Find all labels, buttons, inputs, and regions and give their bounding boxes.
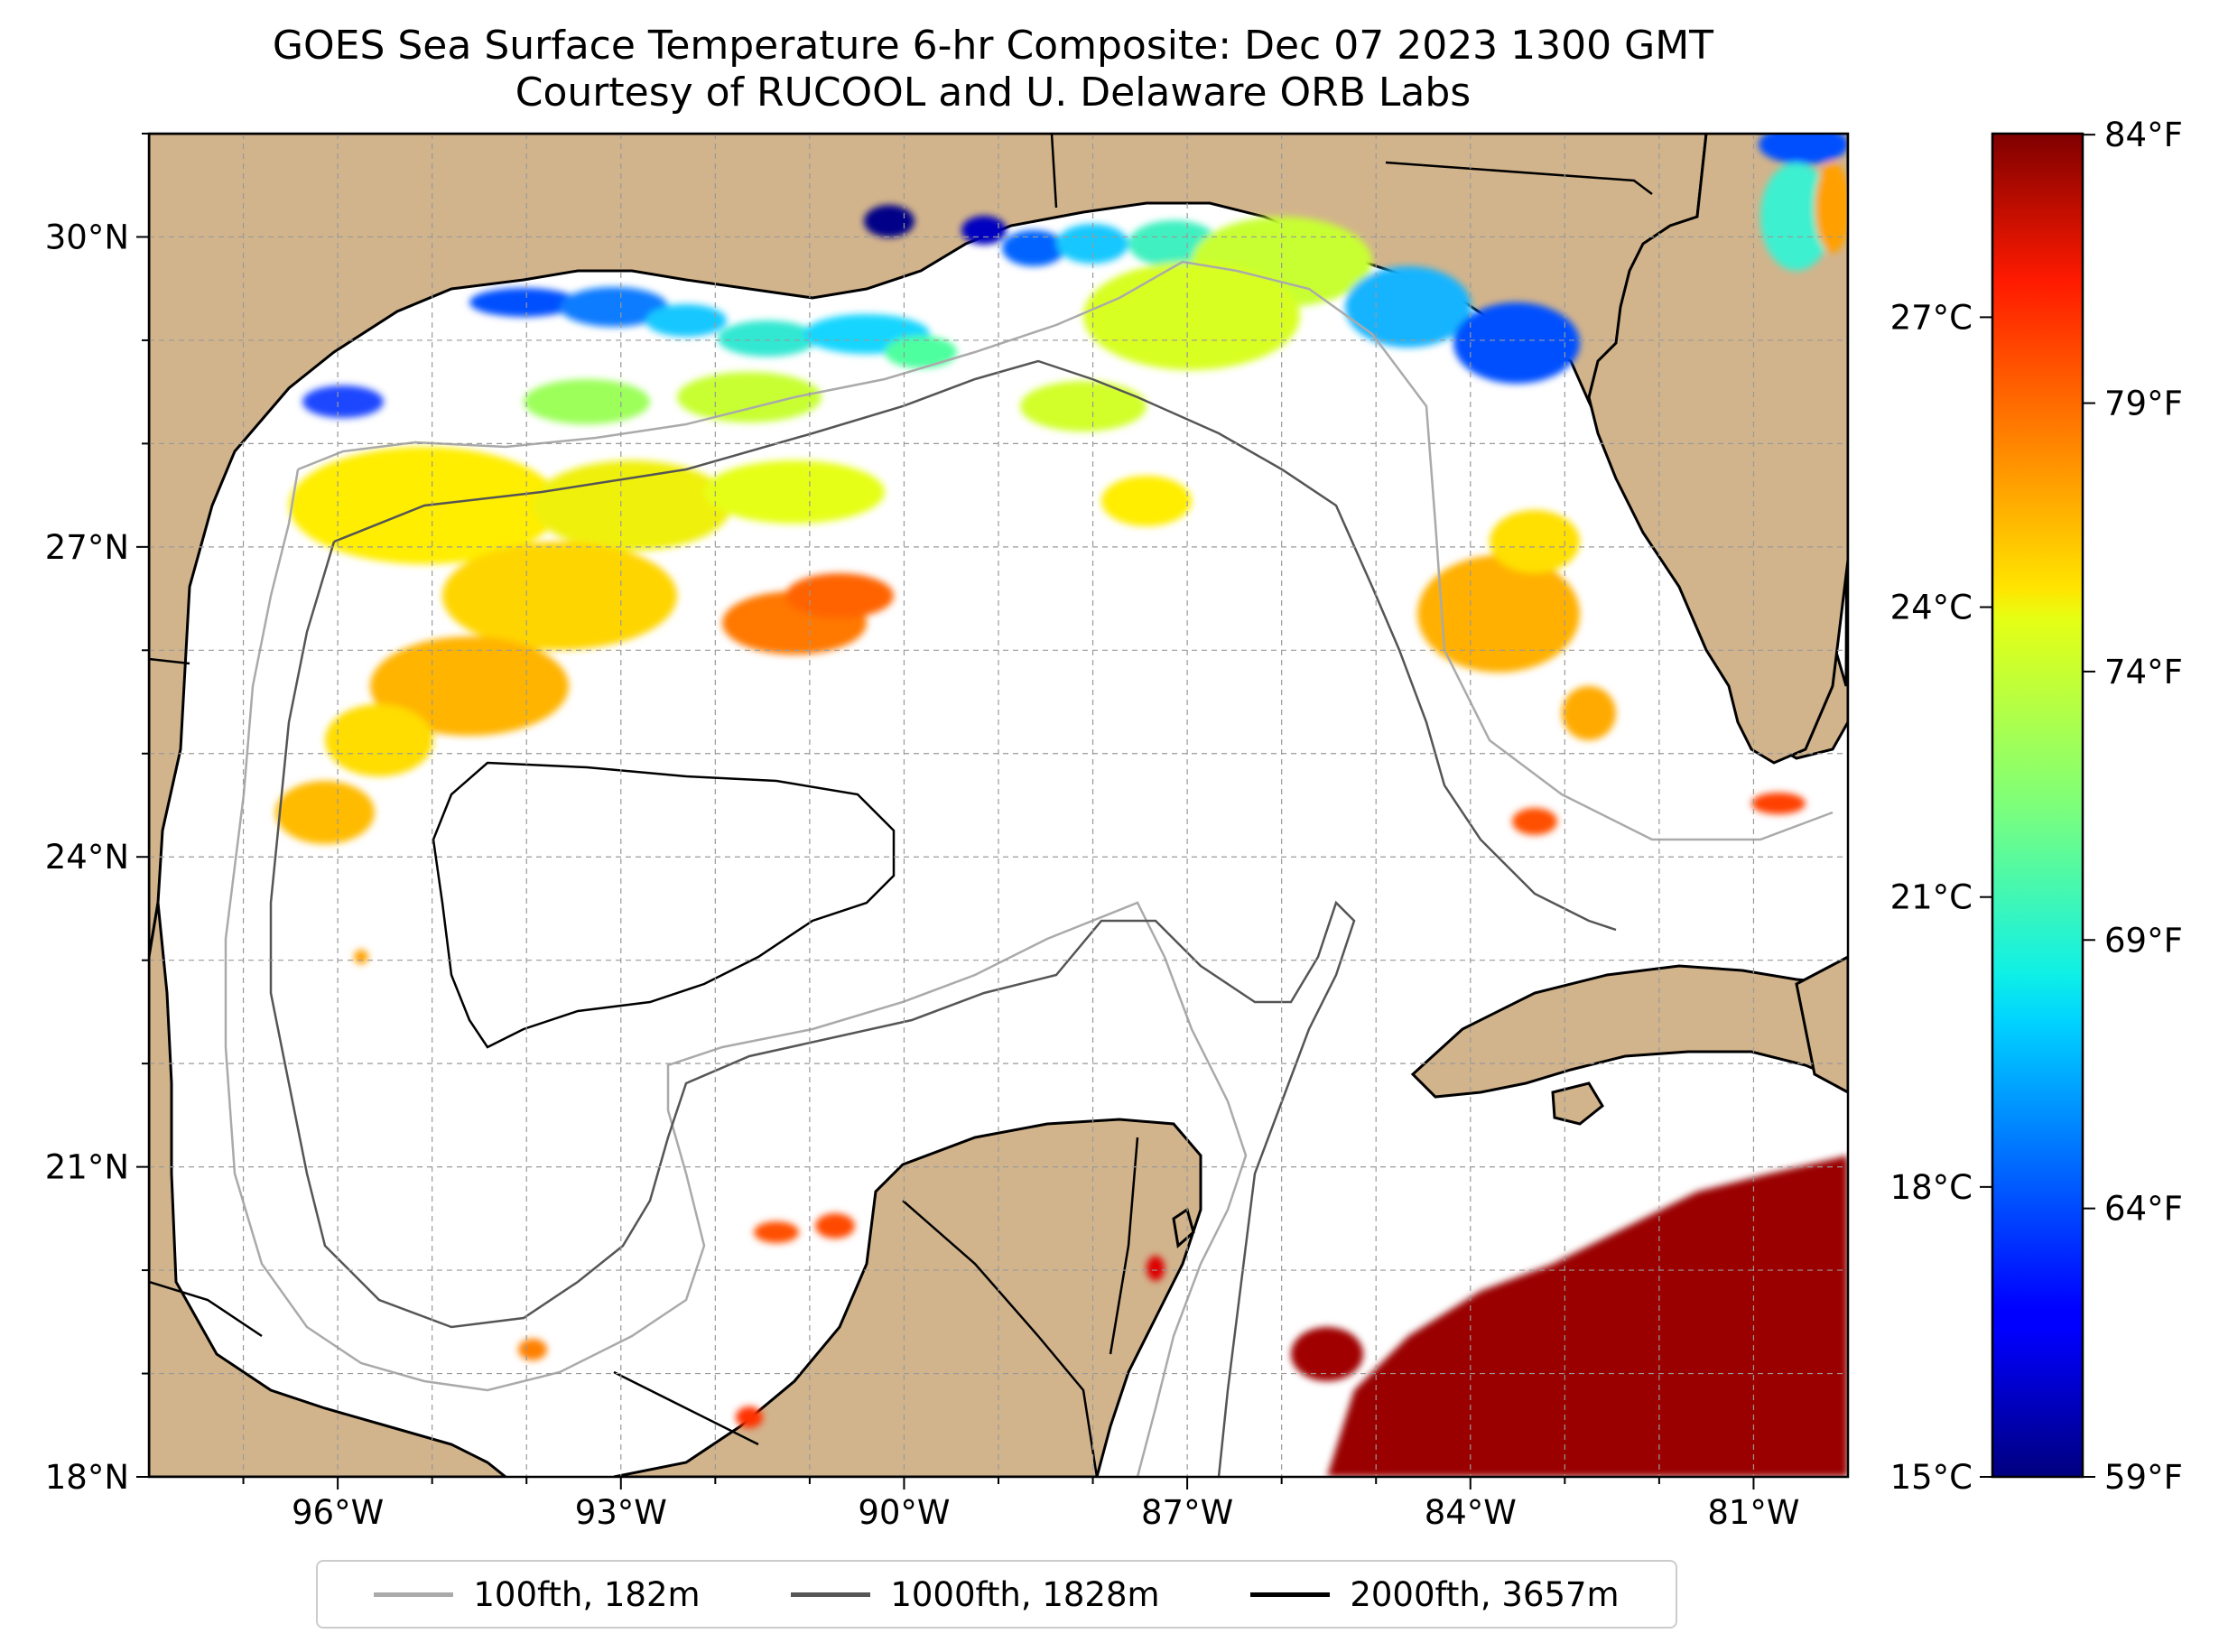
sst-patch: [704, 460, 885, 524]
legend-item-1000fth: 1000fth, 1828m: [791, 1574, 1160, 1614]
sst-patch: [469, 288, 578, 317]
colorbar: 15°C 18°C 21°C 24°C 27°C 59°F 64°F 69°F 74°F 79°…: [1890, 116, 2183, 1497]
lat-tick-label: 21°N: [45, 1148, 129, 1187]
sst-patch: [885, 336, 957, 368]
isobath-100fth: [224, 260, 1834, 1477]
sst-patch: [754, 1221, 799, 1243]
colorbar-celsius-label: 21°C: [1890, 878, 1973, 917]
lat-tick-label: 30°N: [45, 218, 129, 256]
sst-patches: [275, 134, 1848, 1477]
sst-patch: [302, 385, 384, 418]
isobath-legend: 100fth, 182m 1000fth, 1828m 2000fth, 365…: [316, 1560, 1677, 1629]
sst-patch: [533, 460, 731, 551]
isobath-1000fth: [269, 359, 1617, 1477]
sst-patch: [1490, 510, 1580, 573]
sst-patch: [1562, 686, 1616, 740]
sst-patch: [518, 1339, 547, 1360]
lon-tick-label: 93°W: [575, 1493, 667, 1532]
sst-patch: [524, 379, 650, 424]
sst-patch: [1327, 1155, 1848, 1477]
sst-patch: [961, 216, 1007, 245]
political-borders: [149, 134, 1653, 1477]
map-panel: 96°W 93°W 90°W 87°W 84°W 81°W 18°N 21°N 24°N 27°…: [45, 132, 1850, 1532]
legend-swatch: [791, 1592, 871, 1597]
lon-tick-label: 96°W: [292, 1493, 384, 1532]
sst-patch: [1512, 808, 1557, 835]
isobath-2000fth: [432, 761, 896, 1049]
sst-patch: [1002, 230, 1065, 266]
sst-patch: [325, 704, 433, 776]
sst-patch: [736, 1406, 763, 1428]
sst-patch: [1760, 162, 1833, 271]
sst-patch: [1020, 381, 1147, 432]
legend-item-2000fth: 2000fth, 3657m: [1250, 1574, 1620, 1614]
sst-patch: [1759, 134, 1848, 164]
land-mexico: [149, 902, 508, 1477]
lat-tick-label: 18°N: [45, 1458, 129, 1497]
lon-tick-label: 81°W: [1707, 1493, 1799, 1532]
sst-patch: [354, 950, 368, 964]
sst-patch: [370, 636, 569, 736]
sst-patch: [815, 1213, 855, 1239]
map-subtitle: Courtesy of RUCOOL and U. Delaware ORB L…: [515, 70, 1472, 116]
sst-patch: [1417, 555, 1580, 673]
sst-patch: [1751, 793, 1806, 814]
colorbar-gradient: [1991, 132, 2084, 1479]
gridlines: [149, 134, 1848, 1477]
sst-patch: [442, 542, 677, 650]
land-cozumel: [1172, 1207, 1195, 1248]
latitude-ticks: 18°N 21°N 24°N 27°N 30°N: [45, 133, 149, 1497]
lon-tick-label: 87°W: [1141, 1493, 1233, 1532]
colorbar-celsius-label: 15°C: [1890, 1458, 1973, 1497]
colorbar-celsius-label: 18°C: [1890, 1168, 1973, 1207]
sst-patch: [1815, 162, 1848, 253]
legend-label: 100fth, 182m: [473, 1574, 701, 1614]
colorbar-fahrenheit-label: 59°F: [2104, 1458, 2183, 1497]
sst-patch: [275, 781, 375, 844]
colorbar-celsius-label: 27°C: [1890, 298, 1973, 337]
land-isla-juventud: [1551, 1081, 1604, 1126]
sst-patch: [718, 320, 817, 357]
lat-tick-label: 24°N: [45, 838, 129, 877]
lon-tick-label: 90°W: [858, 1493, 950, 1532]
legend-swatch: [1250, 1592, 1331, 1597]
longitude-ticks: 96°W 93°W 90°W 87°W 84°W 81°W: [242, 1477, 1800, 1532]
sst-patch: [560, 287, 668, 327]
land-central-america: [1795, 955, 1848, 1094]
map-title: GOES Sea Surface Temperature 6-hr Compos…: [272, 23, 1714, 69]
sst-patch: [1291, 1327, 1363, 1381]
sst-patch: [1453, 302, 1580, 384]
legend-label: 2000fth, 3657m: [1350, 1574, 1620, 1614]
legend-item-100fth: 100fth, 182m: [374, 1574, 701, 1614]
colorbar-fahrenheit-label: 74°F: [2104, 653, 2183, 691]
sst-patch: [1101, 476, 1192, 526]
legend-label: 1000fth, 1828m: [890, 1574, 1160, 1614]
colorbar-fahrenheit-label: 69°F: [2104, 921, 2183, 960]
land-yucatan: [613, 1118, 1202, 1477]
isobaths: [224, 260, 1834, 1477]
lon-tick-label: 84°W: [1425, 1493, 1517, 1532]
colorbar-celsius-label: 24°C: [1890, 589, 1973, 627]
lat-tick-label: 27°N: [45, 528, 129, 567]
colorbar-fahrenheit-label: 84°F: [2104, 116, 2183, 154]
sst-patch: [645, 304, 727, 337]
sst-patch: [1147, 1256, 1165, 1281]
legend-swatch: [374, 1592, 454, 1597]
colorbar-celsius-ticks: 15°C 18°C 21°C 24°C 27°C: [1890, 298, 1992, 1497]
colorbar-fahrenheit-ticks: 59°F 64°F 69°F 74°F 79°F 84°F: [2083, 116, 2183, 1497]
sst-patch: [864, 205, 915, 237]
land-florida: [1587, 134, 1848, 765]
sst-patch: [1345, 266, 1472, 348]
colorbar-fahrenheit-label: 64°F: [2104, 1190, 2183, 1229]
sst-patch: [785, 573, 894, 618]
sst-patch: [677, 372, 822, 422]
colorbar-fahrenheit-label: 79°F: [2104, 385, 2183, 423]
